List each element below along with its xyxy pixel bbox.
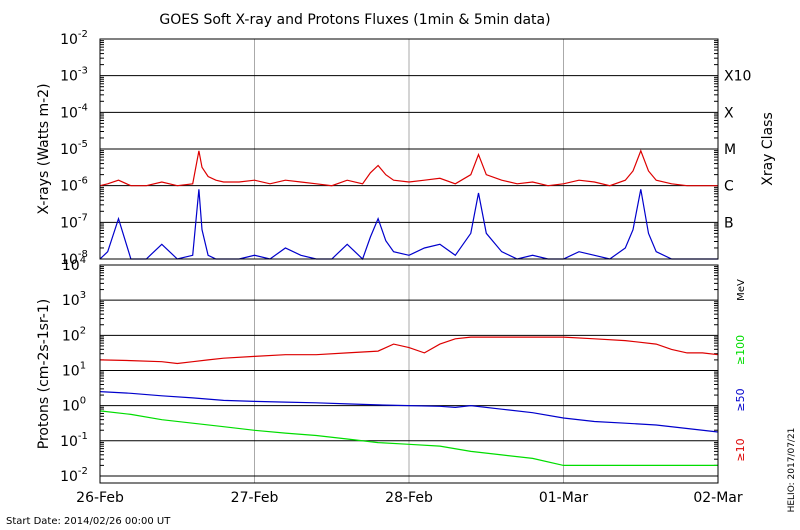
series-line (99, 149, 718, 187)
y-tick-label: 10-7 (60, 212, 88, 231)
class-label: X10 (724, 69, 751, 85)
proton-y-axis-label: Protons (cm-2s-1sr-1) (36, 299, 52, 449)
y-tick-label: 10-5 (60, 139, 88, 158)
y-tick-label: 101 (62, 360, 86, 379)
y-tick-label: 100 (62, 396, 86, 415)
x-tick-label: 01-Mar (539, 490, 589, 506)
legend-entry: ≥50 (734, 388, 747, 411)
y-tick-label: 10-1 (60, 431, 88, 450)
side-credit: HELIO: 2017/07/21 (787, 428, 797, 513)
xray-class-axis-label: Xray Class (760, 112, 776, 186)
legend-entry: ≥10 (734, 438, 747, 461)
chart-title: GOES Soft X-ray and Protons Fluxes (1min… (159, 12, 550, 28)
proton-energy-legend: ≥10 ≥50 ≥100 (734, 335, 747, 462)
x-gridlines (254, 39, 564, 483)
series-line (99, 410, 718, 466)
class-label: C (724, 179, 734, 195)
y-tick-label: 10-6 (60, 176, 88, 195)
y-tick-label: 103 (62, 290, 86, 309)
legend-entry: ≥100 (734, 335, 747, 365)
y-tick-label: 10-2 (60, 466, 88, 485)
start-date: Start Date: 2014/02/26 00:00 UT (6, 516, 171, 527)
xray-gridlines (100, 40, 718, 249)
x-tick-labels: 26-Feb 27-Feb 28-Feb 01-Mar 02-Mar (76, 490, 743, 506)
y-tick-label: 10-3 (60, 66, 88, 85)
class-label: X (724, 105, 734, 121)
xray-panel-frame (99, 38, 719, 260)
xray-class-labels: B C M X X10 (724, 69, 751, 232)
proton-y-tick-labels: 10-2 10-1 100 101 102 103 104 (60, 255, 88, 485)
y-tick-label: 102 (62, 325, 86, 344)
y-tick-label: 104 (62, 255, 86, 274)
proton-panel-frame (99, 264, 719, 484)
mev-unit-label: MeV (736, 279, 747, 301)
series-line (99, 336, 719, 365)
x-tick-label: 28-Feb (385, 490, 433, 506)
xray-y-axis-label: X-rays (Watts m-2) (36, 83, 52, 214)
y-tick-label: 10-4 (60, 102, 88, 121)
y-tick-label: 10-2 (60, 29, 88, 48)
series-line (99, 391, 719, 433)
class-label: B (724, 215, 734, 231)
xray-series (99, 149, 718, 261)
class-label: M (724, 142, 736, 158)
series-line (99, 189, 718, 261)
xray-y-tick-labels: 10-810-710-610-510-410-310-2 (60, 29, 88, 268)
x-tick-label: 02-Mar (693, 490, 743, 506)
x-tick-label: 26-Feb (76, 490, 124, 506)
proton-series (99, 336, 719, 466)
x-tick-label: 27-Feb (231, 490, 279, 506)
